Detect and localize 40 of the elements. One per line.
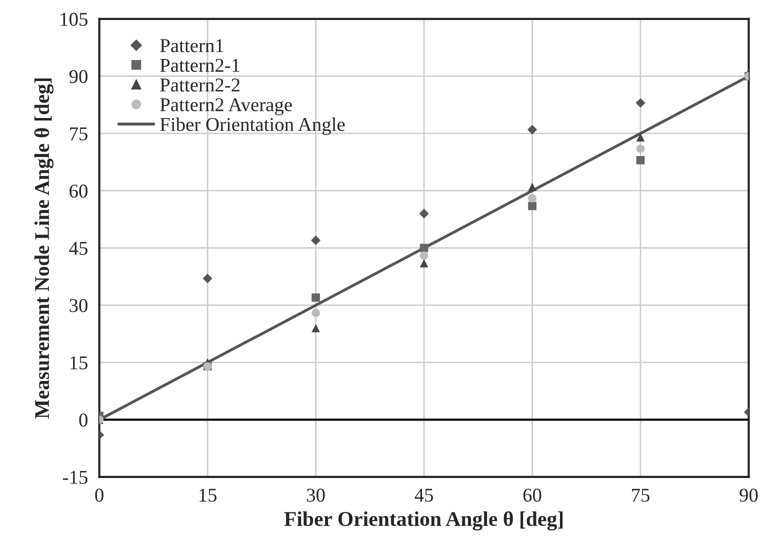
y-axis-title: Measurement Node Line Angle θ [deg] [34, 78, 54, 419]
x-tick-label: 45 [414, 488, 433, 502]
point [310, 236, 321, 246]
point [420, 251, 428, 260]
point [312, 324, 320, 332]
legend-label: Pattern2-2 [160, 78, 240, 92]
y-tick-label: 0 [79, 414, 88, 427]
point [419, 208, 429, 218]
y-tick-label: 15 [70, 356, 88, 370]
x-tick-label: 90 [740, 488, 758, 502]
y-tick-label: 45 [69, 242, 88, 255]
x-tick-label: 0 [95, 488, 104, 502]
legend-label: Pattern1 [160, 39, 224, 52]
point [636, 133, 645, 142]
x-tick-label: 15 [200, 488, 217, 502]
x-tick-label: 30 [306, 488, 325, 502]
y-tick-label: 105 [60, 12, 88, 26]
x-tick-label: 60 [523, 488, 542, 502]
point [202, 274, 212, 284]
point [420, 259, 428, 268]
x-axis-title: Fiber Orientation Angle θ [deg] [284, 511, 563, 530]
legend-label: Pattern2 Average [160, 98, 292, 116]
point [528, 194, 536, 203]
point [528, 182, 536, 192]
point [636, 98, 646, 108]
legend-label: Pattern2-1 [160, 58, 240, 72]
x-tick-label: 75 [632, 488, 650, 502]
y-tick-label: 90 [69, 70, 88, 84]
point [528, 202, 536, 210]
y-tick-label: 60 [70, 184, 88, 198]
point [420, 244, 428, 252]
y-tick-label: 75 [70, 127, 88, 140]
legend-label: Fiber Orientation Angle [160, 117, 345, 136]
point [312, 293, 320, 302]
point [636, 144, 645, 153]
y-tick-label: 30 [70, 299, 88, 312]
point [312, 308, 320, 318]
point [636, 156, 645, 164]
y-tick-label: -15 [63, 470, 88, 484]
point [527, 124, 538, 134]
